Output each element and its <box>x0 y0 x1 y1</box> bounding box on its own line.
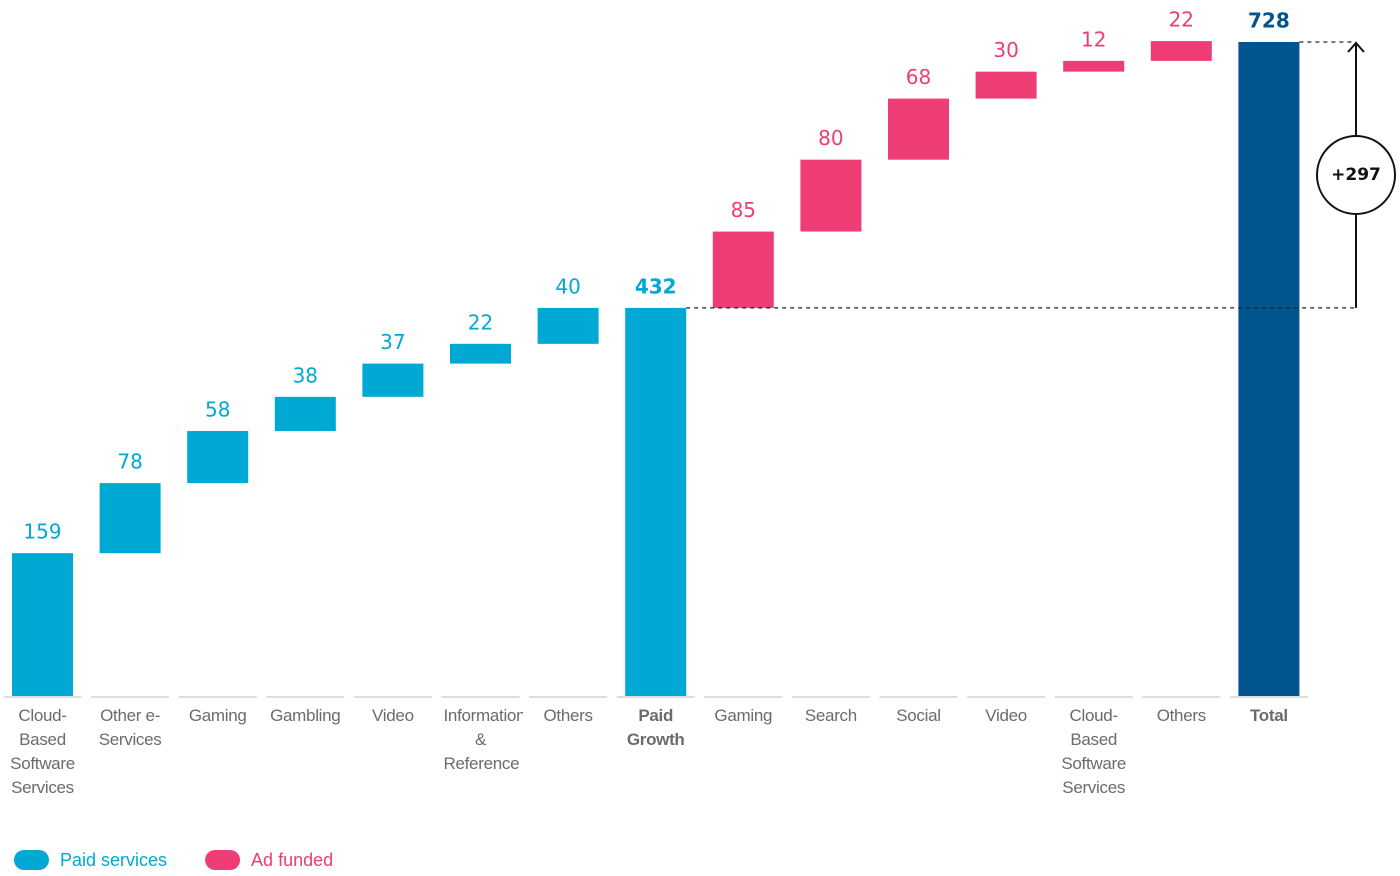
value-label: 728 <box>1248 9 1290 33</box>
bar <box>712 231 774 308</box>
category-label: Cloud-Based Software Services <box>1061 706 1127 797</box>
x-tick-label: Cloud-Based Software Services <box>10 706 75 797</box>
x-tick-label: Total <box>1249 706 1288 725</box>
category-label: Paid Growth <box>626 706 685 749</box>
value-label: 159 <box>23 520 61 544</box>
x-tick-label: Other e-Services <box>98 706 162 749</box>
bar <box>537 307 599 344</box>
value-label: 78 <box>117 450 142 474</box>
x-tick-label: Paid Growth <box>626 706 685 749</box>
bar <box>888 98 949 160</box>
bar <box>1063 60 1125 72</box>
x-tick-label: Gambling <box>270 706 341 725</box>
category-label: Others <box>543 706 593 725</box>
total-bar <box>1238 42 1300 696</box>
x-tick-label: Video <box>985 706 1027 725</box>
value-label: 30 <box>993 38 1018 62</box>
category-label: Social <box>896 706 941 725</box>
category-label: Information & Reference <box>443 706 523 773</box>
value-label: 22 <box>1169 8 1194 32</box>
category-label: Gaming <box>188 706 247 725</box>
bar <box>975 71 1037 99</box>
category-label: Total <box>1249 706 1288 725</box>
value-label: 38 <box>293 363 318 387</box>
legend-swatch <box>14 850 49 870</box>
bar <box>450 343 511 364</box>
value-label: 37 <box>380 330 405 354</box>
arrow-head <box>1347 41 1365 53</box>
bar <box>800 159 862 232</box>
category-label: Cloud-Based Software Services <box>10 706 75 797</box>
value-label: 432 <box>635 274 677 298</box>
x-tick-label: Gaming <box>188 706 247 725</box>
value-label: 12 <box>1081 27 1106 51</box>
legend-label: Paid services <box>60 850 167 870</box>
legend-label: Ad funded <box>251 850 333 870</box>
bar <box>12 553 73 696</box>
value-label: 68 <box>906 65 931 89</box>
x-tick-label: Others <box>1156 706 1207 725</box>
annotation-circle <box>1316 134 1396 215</box>
value-label: 58 <box>205 397 230 421</box>
x-tick-label: Video <box>372 706 414 725</box>
bar <box>274 396 336 431</box>
category-label: Search <box>804 706 857 725</box>
category-label: Gaming <box>714 706 773 725</box>
total-bar <box>625 307 687 696</box>
category-label: Others <box>1156 706 1207 725</box>
annotation: +297 <box>1331 165 1381 185</box>
category-label: Video <box>372 706 414 725</box>
value-label: 22 <box>468 310 493 334</box>
category-label: Gambling <box>270 706 341 725</box>
x-tick-label: Others <box>543 706 593 725</box>
x-tick-label: Search <box>804 706 857 725</box>
bar <box>362 363 424 397</box>
legend-swatch <box>205 850 241 870</box>
category-label: Other e-Services <box>98 706 162 749</box>
value-label: 80 <box>818 126 843 150</box>
value-label: 85 <box>731 198 756 222</box>
x-tick-label: Cloud-Based Software Services <box>1061 706 1127 797</box>
x-tick-label: Information & Reference <box>443 706 523 773</box>
bar <box>187 430 249 484</box>
bar <box>99 483 161 554</box>
value-label: 40 <box>555 274 580 298</box>
x-tick-label: Social <box>896 706 941 725</box>
bar <box>1150 41 1212 61</box>
category-label: Video <box>985 706 1027 725</box>
x-tick-label: Gaming <box>714 706 773 725</box>
